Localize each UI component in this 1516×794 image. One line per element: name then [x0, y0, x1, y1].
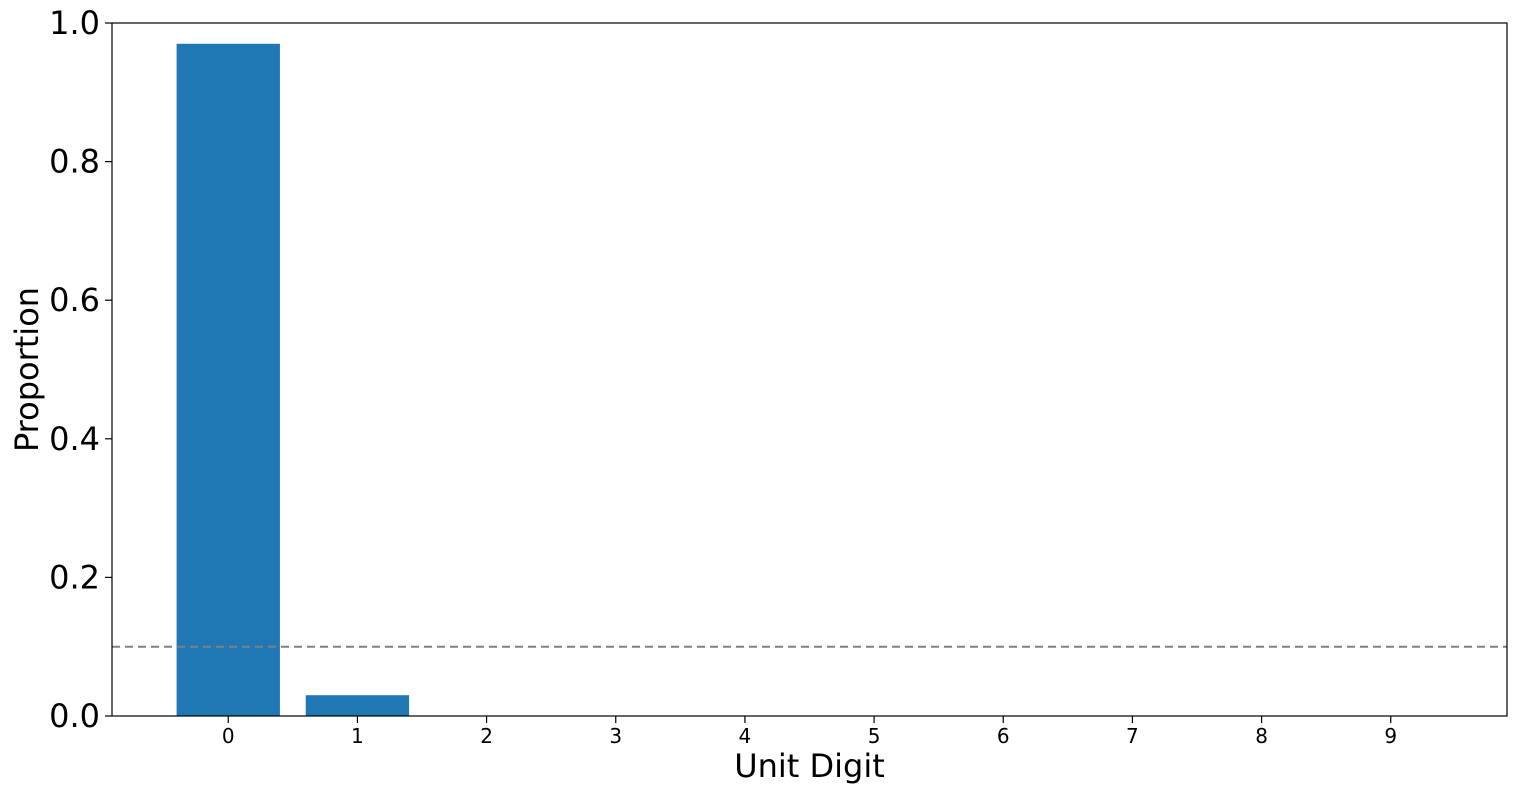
- y-axis-ticks: 0.0 0.2 0.4 0.6 0.8 1.0: [49, 4, 112, 735]
- x-tick-label: 9: [1384, 724, 1397, 748]
- bar-0: [176, 43, 280, 717]
- x-tick-label: 0: [222, 724, 235, 748]
- x-axis-ticks: 0 1 2 3 4 5 6 7 8 9: [222, 716, 1397, 748]
- x-tick-label: 8: [1255, 724, 1268, 748]
- y-tick-label: 0.4: [49, 420, 100, 458]
- y-axis-label: Proportion: [8, 287, 46, 452]
- y-tick-label: 0.0: [49, 697, 100, 735]
- x-tick-label: 2: [480, 724, 493, 748]
- plot-frame: [111, 22, 1508, 717]
- y-tick-label: 0.6: [49, 281, 100, 319]
- bars-group: [176, 43, 410, 717]
- bar-1: [305, 695, 410, 716]
- y-tick-label: 0.8: [49, 143, 100, 181]
- x-tick-label: 3: [609, 724, 622, 748]
- x-axis-label: Unit Digit: [734, 747, 885, 785]
- x-tick-label: 5: [868, 724, 881, 748]
- x-tick-label: 6: [997, 724, 1010, 748]
- x-tick-label: 1: [351, 724, 364, 748]
- y-tick-label: 0.2: [49, 558, 100, 596]
- x-tick-label: 7: [1126, 724, 1139, 748]
- x-tick-label: 4: [739, 724, 752, 748]
- y-tick-label: 1.0: [49, 4, 100, 42]
